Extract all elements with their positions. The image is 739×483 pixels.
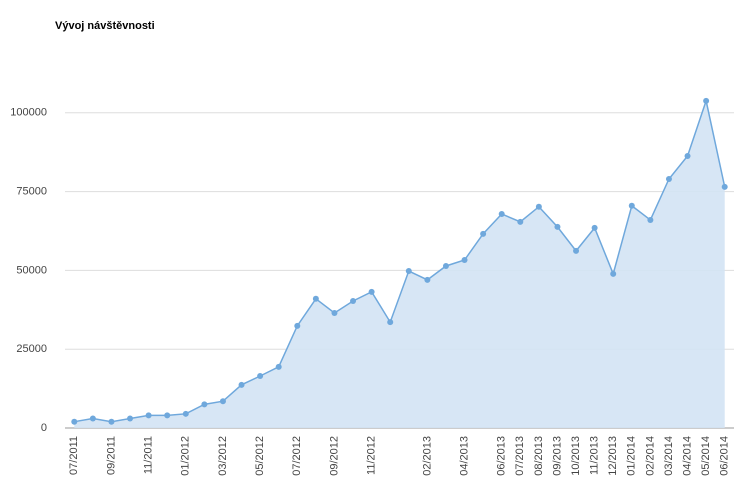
x-tick-label: 09/2013 <box>551 436 563 476</box>
x-tick-label: 07/2013 <box>514 436 526 476</box>
point <box>387 319 394 326</box>
y-tick-label: 75000 <box>16 186 47 198</box>
point <box>517 218 524 225</box>
point <box>535 203 542 210</box>
point <box>294 322 301 329</box>
point <box>591 224 598 231</box>
x-tick-label: 10/2013 <box>570 436 582 476</box>
x-tick-label: 07/2011 <box>68 436 80 475</box>
point <box>424 276 431 283</box>
x-tick-label: 11/2013 <box>589 436 601 475</box>
x-tick-label: 09/2011 <box>105 436 117 475</box>
x-tick-label: 04/2013 <box>458 436 470 476</box>
point <box>405 268 412 275</box>
point <box>182 410 189 417</box>
x-tick-label: 12/2013 <box>607 436 619 476</box>
y-tick-label: 100000 <box>10 107 47 119</box>
point <box>164 412 171 419</box>
point <box>89 415 96 422</box>
point <box>647 216 654 223</box>
x-tick-label: 05/2012 <box>254 436 266 476</box>
point <box>610 270 617 277</box>
x-tick-label: 01/2014 <box>626 436 638 476</box>
x-tick-label: 02/2014 <box>644 436 656 476</box>
point <box>442 262 449 269</box>
x-tick-label: 03/2012 <box>217 436 229 476</box>
point <box>127 415 134 422</box>
x-tick-label: 09/2012 <box>328 436 340 476</box>
point <box>480 230 487 237</box>
point <box>703 97 710 104</box>
x-tick-label: 11/2012 <box>366 436 378 475</box>
point <box>71 418 78 425</box>
point <box>628 202 635 209</box>
point <box>721 183 728 190</box>
point <box>275 363 282 370</box>
x-tick-label: 06/2013 <box>496 436 508 476</box>
point <box>312 295 319 302</box>
point <box>554 223 561 230</box>
x-tick-label: 07/2012 <box>291 436 303 476</box>
point <box>201 401 208 408</box>
x-tick-label: 06/2014 <box>719 436 731 476</box>
x-tick-label: 05/2014 <box>700 436 712 476</box>
chart-title: Vývoj návštěvnosti <box>55 20 155 32</box>
area <box>74 100 725 429</box>
x-tick-label: 02/2013 <box>421 436 433 476</box>
point <box>331 309 338 316</box>
point <box>665 175 672 182</box>
point <box>145 412 152 419</box>
line <box>74 98 726 423</box>
point <box>108 418 115 425</box>
x-tick-label: 11/2011 <box>143 436 155 474</box>
x-tick-label: 03/2014 <box>663 436 675 476</box>
point <box>238 381 245 388</box>
x-tick-label: 08/2013 <box>533 436 545 476</box>
x-tick-label: 04/2014 <box>681 436 693 476</box>
y-tick-label: 0 <box>41 422 47 434</box>
y-tick-label: 25000 <box>16 343 47 355</box>
point <box>350 297 357 304</box>
y-tick-label: 50000 <box>16 264 47 276</box>
point <box>219 398 226 405</box>
point <box>257 372 264 379</box>
point <box>573 247 580 254</box>
point <box>684 152 691 159</box>
point <box>498 210 505 217</box>
point <box>368 288 375 295</box>
point <box>461 256 468 263</box>
x-tick-label: 01/2012 <box>180 436 192 476</box>
